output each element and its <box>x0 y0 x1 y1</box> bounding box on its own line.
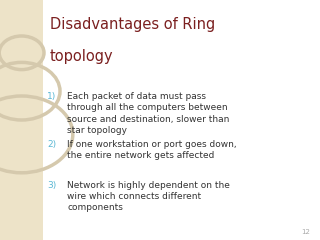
Text: 1): 1) <box>47 92 57 101</box>
Text: Network is highly dependent on the
wire which connects different
components: Network is highly dependent on the wire … <box>67 181 230 212</box>
Text: 3): 3) <box>47 181 57 190</box>
Text: 12: 12 <box>301 229 310 235</box>
Text: topology: topology <box>50 49 113 64</box>
Text: Each packet of data must pass
through all the computers between
source and desti: Each packet of data must pass through al… <box>67 92 229 135</box>
Text: 2): 2) <box>47 140 57 149</box>
Text: If one workstation or port goes down,
the entire network gets affected: If one workstation or port goes down, th… <box>67 140 237 161</box>
Text: Disadvantages of Ring: Disadvantages of Ring <box>50 17 215 32</box>
FancyBboxPatch shape <box>0 0 43 240</box>
